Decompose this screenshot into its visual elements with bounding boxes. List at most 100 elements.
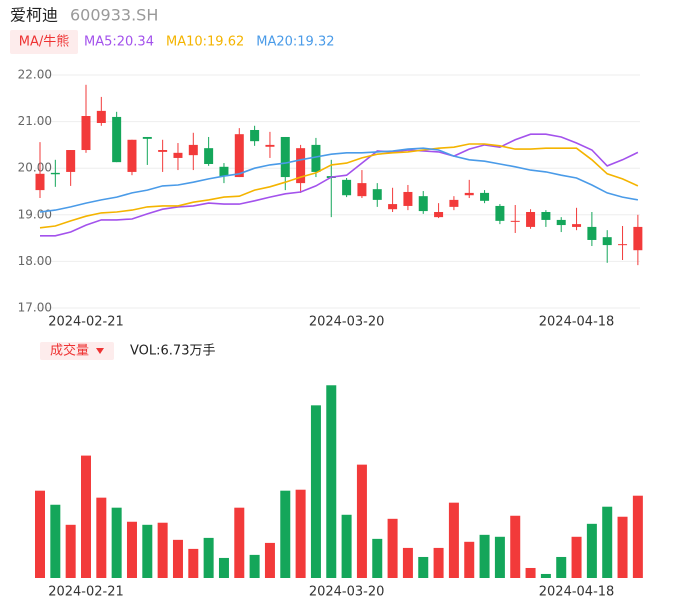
volume-bar (172, 539, 183, 578)
y-tick-label: 22.00 (18, 68, 52, 82)
volume-bar (448, 502, 459, 578)
candle-body (449, 199, 459, 207)
volume-bar (35, 490, 45, 578)
vol-button[interactable]: 成交量 (50, 343, 89, 359)
volume-bar (341, 514, 352, 578)
volume-bar (418, 556, 429, 578)
volume-bar (494, 536, 505, 578)
volume-bar (80, 455, 91, 578)
candle-body (556, 219, 566, 226)
ma-button-bg[interactable] (10, 30, 78, 54)
volume-bar (142, 524, 153, 578)
candle-body (158, 150, 168, 152)
volume-bar (65, 524, 76, 578)
ma-line (39, 147, 639, 213)
candle-body (234, 134, 244, 178)
y-tick-label: 17.00 (18, 301, 52, 315)
candle-body (81, 116, 91, 151)
y-tick-label: 20.00 (18, 161, 52, 175)
y-tick-label: 21.00 (18, 114, 52, 128)
volume-bar (402, 547, 413, 578)
legend-entry: MA5:20.34 (84, 35, 154, 50)
candle-body (495, 205, 505, 221)
volume-bar (510, 515, 521, 578)
candle-body (633, 226, 643, 251)
volume-bar (280, 490, 291, 578)
volume-bar (234, 507, 245, 578)
stock-code: 600933.SH (70, 6, 158, 25)
volume-bar (571, 536, 582, 578)
candle-body (510, 220, 520, 222)
candle-body (96, 110, 106, 123)
candle-body (296, 148, 306, 184)
candle-body (403, 191, 413, 206)
candle-body (35, 173, 45, 191)
candle-body (112, 116, 122, 163)
candle-body (204, 148, 214, 165)
candle-body (572, 224, 582, 227)
vol-button-bg[interactable] (40, 342, 114, 360)
volume-bar (602, 506, 613, 578)
volume-bar (157, 522, 168, 578)
x-tick-label: 2024-02-21 (48, 585, 124, 600)
volume-bar (586, 523, 597, 578)
x-tick-label: 2024-04-18 (539, 585, 615, 600)
legend-entry: MA20:19.32 (256, 35, 334, 50)
ma-line (40, 133, 639, 237)
x-tick-label: 2024-03-20 (309, 315, 385, 330)
candle-body (142, 136, 152, 139)
candle-body (618, 244, 628, 246)
candle-body (602, 237, 612, 246)
x-tick-label: 2024-03-20 (309, 585, 385, 600)
candle-body (372, 189, 382, 200)
volume-bar (96, 497, 107, 578)
candle-body (418, 196, 428, 212)
ma-line (39, 143, 639, 229)
stock-name: 爱柯迪 (10, 6, 58, 25)
candle-body (250, 129, 260, 142)
volume-bar (433, 547, 444, 578)
candle-body (464, 192, 474, 196)
candle-body (357, 183, 367, 197)
candle-body (311, 144, 321, 172)
volume-bar (218, 557, 229, 578)
candle-body (480, 192, 490, 201)
volume-bar (387, 518, 398, 578)
volume-bar (188, 548, 199, 578)
candle-body (219, 166, 229, 177)
x-tick-label: 2024-04-18 (539, 315, 615, 330)
volume-bar (310, 405, 321, 578)
vol-label: VOL:6.73万手 (130, 344, 215, 359)
ma-button[interactable]: MA/牛熊 (19, 34, 70, 50)
dropdown-icon[interactable] (96, 348, 104, 354)
candle-body (280, 136, 290, 178)
candle-body (127, 139, 137, 172)
candle-body (587, 226, 597, 240)
volume-bar (295, 489, 306, 578)
volume-bar (617, 516, 628, 578)
volume-bar (525, 567, 536, 578)
volume-bar (203, 537, 214, 578)
candle-body (173, 152, 183, 158)
y-tick-label: 19.00 (18, 207, 52, 221)
volume-bar (111, 507, 122, 578)
volume-bar (326, 385, 337, 578)
volume-bar (632, 495, 643, 578)
candle-body (434, 212, 444, 218)
candle-body (388, 204, 398, 210)
volume-bar (249, 554, 260, 578)
candle-body (188, 144, 198, 156)
legend-entry: MA10:19.62 (166, 35, 244, 50)
candle-body (526, 212, 536, 227)
volume-bar (126, 521, 137, 578)
y-tick-label: 18.00 (18, 254, 52, 268)
volume-bar (464, 541, 475, 578)
candle-body (342, 179, 352, 196)
x-tick-label: 2024-02-21 (48, 315, 124, 330)
candle-body (541, 212, 551, 220)
volume-bar (556, 556, 567, 578)
candle-body (265, 144, 275, 147)
volume-bar (540, 573, 551, 578)
candle-body (66, 150, 76, 172)
